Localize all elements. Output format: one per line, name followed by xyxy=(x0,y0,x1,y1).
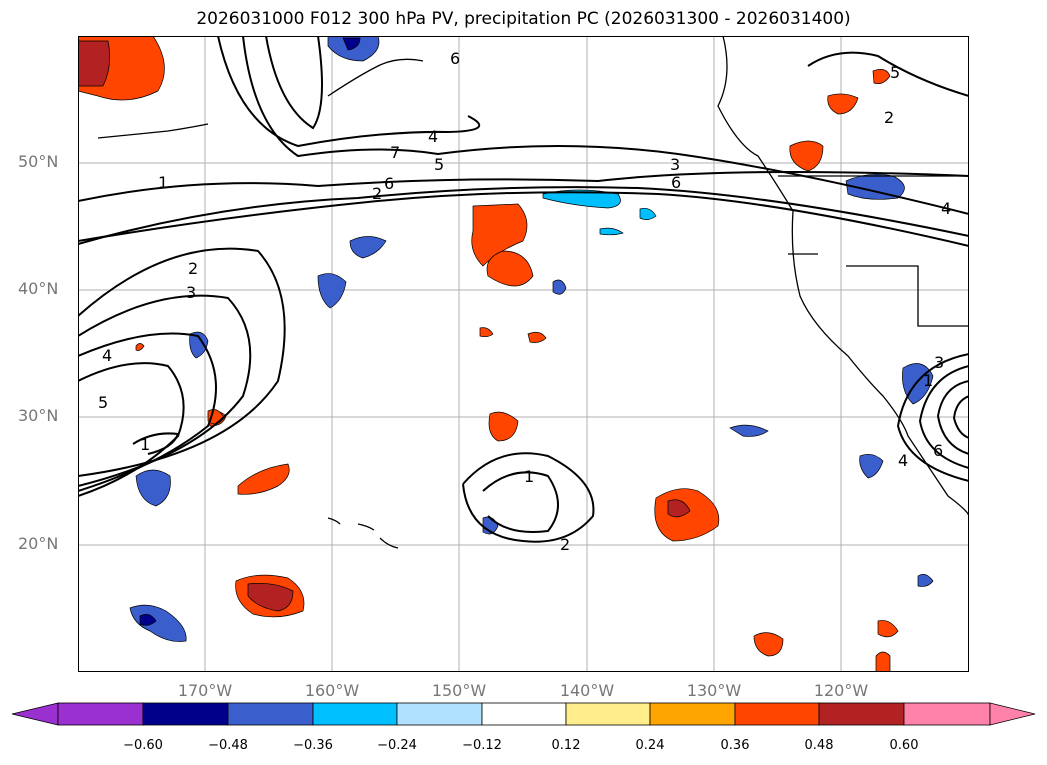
colorbar-segment xyxy=(734,702,820,726)
colorbar-tick: −0.36 xyxy=(293,738,333,753)
coastline xyxy=(97,36,969,549)
lon-label: 170°W xyxy=(177,681,233,700)
colorbar-tick: −0.48 xyxy=(208,738,248,753)
colorbar-segment xyxy=(565,702,651,726)
gridlines xyxy=(78,36,969,672)
colorbar-segment xyxy=(312,702,398,726)
lon-label: 150°W xyxy=(431,681,487,700)
lon-label: 160°W xyxy=(304,681,360,700)
precip-positive xyxy=(78,36,899,672)
contour-label-group: 1 2 3 4 5 1 2 6 7 4 5 3 6 6 4 5 2 1 2 3 … xyxy=(98,49,951,554)
lat-label: 30°N xyxy=(18,406,59,425)
lon-label: 120°W xyxy=(813,681,869,700)
colorbar-segment xyxy=(903,702,991,726)
colorbar-tick: 0.12 xyxy=(551,738,581,753)
map-frame xyxy=(78,36,969,672)
contour-label: 4 xyxy=(898,451,908,470)
colorbar-tick: 0.60 xyxy=(889,738,919,753)
colorbar-tick: 0.48 xyxy=(804,738,834,753)
lat-label: 40°N xyxy=(18,279,59,298)
colorbar-segments xyxy=(11,702,1036,726)
colorbar-segment xyxy=(142,702,229,726)
contour-label: 3 xyxy=(934,353,944,372)
contour-label: 4 xyxy=(941,199,951,218)
precip-negative xyxy=(129,36,934,642)
colorbar-segment xyxy=(227,702,314,726)
lon-label: 140°W xyxy=(559,681,615,700)
contour-label: 2 xyxy=(884,108,894,127)
contour-label: 7 xyxy=(390,143,400,162)
contour-label: 5 xyxy=(98,393,108,412)
contour-label: 2 xyxy=(560,535,570,554)
contour-label: 6 xyxy=(933,441,943,460)
contour-label: 1 xyxy=(140,435,150,454)
contour-label: 6 xyxy=(450,49,460,68)
colorbar-segment xyxy=(57,702,144,726)
lat-label: 50°N xyxy=(18,152,59,171)
contour-label: 1 xyxy=(524,467,534,486)
colorbar-extend-low xyxy=(11,702,59,726)
lon-label: 130°W xyxy=(686,681,742,700)
colorbar-segment xyxy=(818,702,905,726)
colorbar-extend-high xyxy=(989,702,1036,726)
colorbar-tick: −0.60 xyxy=(123,738,163,753)
colorbar-segment xyxy=(481,702,567,726)
colorbar-tick: 0.36 xyxy=(720,738,750,753)
colorbar-segment xyxy=(396,702,483,726)
lat-label: 20°N xyxy=(18,534,59,553)
contour-label: 6 xyxy=(384,174,394,193)
map-title: 2026031000 F012 300 hPa PV, precipitatio… xyxy=(196,9,851,29)
contour-label: 1 xyxy=(158,173,168,192)
colorbar-tick: 0.24 xyxy=(635,738,665,753)
colorbar-tick: −0.24 xyxy=(377,738,417,753)
contour-label: 5 xyxy=(890,63,900,82)
contour-label: 4 xyxy=(102,346,112,365)
map-panel: 1 2 3 4 5 1 2 6 7 4 5 3 6 6 4 5 2 1 2 3 … xyxy=(78,36,969,672)
pv-contours xyxy=(78,36,969,543)
contour-label: 3 xyxy=(186,283,196,302)
contour-label: 3 xyxy=(670,155,680,174)
contour-label: 5 xyxy=(434,155,444,174)
contour-label: 6 xyxy=(671,173,681,192)
contour-label: 2 xyxy=(372,184,382,203)
contour-label: 1 xyxy=(923,371,933,390)
contour-label: 2 xyxy=(188,259,198,278)
colorbar-tick: −0.12 xyxy=(462,738,502,753)
contour-label: 4 xyxy=(428,127,438,146)
colorbar xyxy=(11,702,1036,726)
colorbar-segment xyxy=(649,702,736,726)
